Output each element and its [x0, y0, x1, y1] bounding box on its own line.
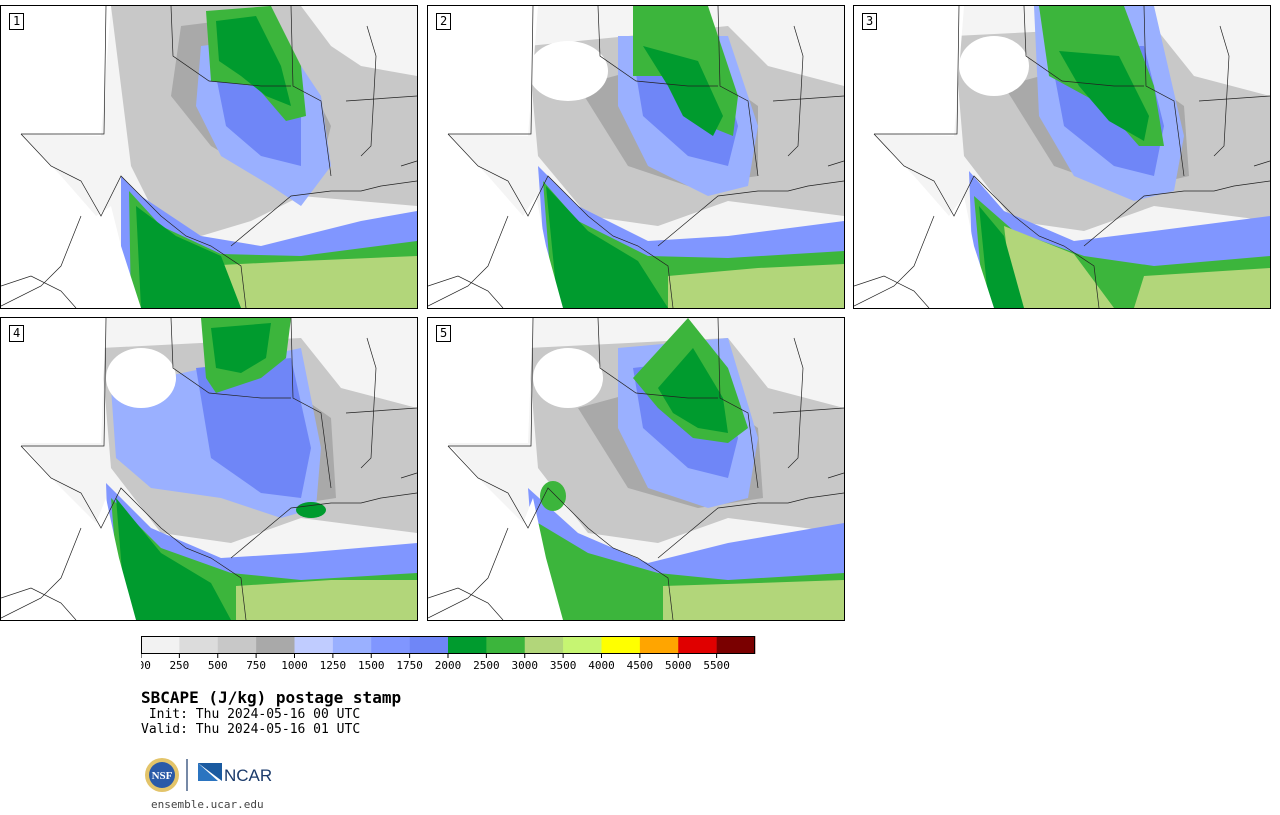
ncar-logo: NCAR — [198, 763, 272, 785]
colorbar-tick-label: 2500 — [473, 659, 500, 672]
colorbar-tick-label: 4000 — [588, 659, 615, 672]
sbcape-map — [428, 6, 844, 308]
valid-time: Valid: Thu 2024-05-16 01 UTC — [141, 722, 361, 737]
colorbar-swatch — [524, 636, 564, 654]
panel-number: 2 — [436, 13, 452, 30]
colorbar-swatch — [332, 636, 372, 654]
colorbar-tick-label: 1750 — [396, 659, 423, 672]
colorbar-tick-label: 100 — [141, 659, 151, 672]
colorbar-tick-label: 3000 — [512, 659, 539, 672]
colorbar-swatch — [563, 636, 602, 654]
init-time: Init: Thu 2024-05-16 00 UTC — [141, 707, 361, 722]
colorbar-swatch — [486, 636, 526, 654]
colorbar-swatch — [256, 636, 295, 654]
colorbar-swatch — [294, 636, 334, 654]
panel-number: 5 — [436, 325, 452, 342]
colorbar-tick-label: 1250 — [320, 659, 347, 672]
colorbar: 100 250 500 750 1000 1250 1500 1750 2000 2500 3000… — [141, 636, 756, 672]
colorbar-tick-label: 1500 — [358, 659, 385, 672]
colorbar-tick-label: 750 — [246, 659, 266, 672]
colorbar-swatch — [639, 636, 679, 654]
colorbar-tick-label: 500 — [208, 659, 228, 672]
map-panel-5: 5 — [427, 317, 845, 621]
panel-number: 3 — [862, 13, 878, 30]
colorbar-tick-label: 5500 — [703, 659, 730, 672]
sbcape-map — [854, 6, 1270, 308]
colorbar-tick-label: 250 — [169, 659, 189, 672]
panel-number: 4 — [9, 325, 25, 342]
colorbar-swatch — [601, 636, 641, 654]
colorbar-tick-label: 5000 — [665, 659, 692, 672]
colorbar-swatch — [217, 636, 257, 654]
colorbar-tick-label: 3500 — [550, 659, 577, 672]
site-url: ensemble.ucar.edu — [151, 798, 264, 811]
map-panel-3: 3 — [853, 5, 1271, 309]
sbcape-map — [1, 6, 417, 308]
colorbar-swatch — [179, 636, 219, 654]
map-title: SBCAPE (J/kg) postage stamp — [141, 688, 402, 707]
map-panel-4: 4 — [0, 317, 418, 621]
sbcape-map — [428, 318, 844, 620]
nsf-logo: NSF — [145, 758, 179, 792]
nsf-ncar-logos: NSF NCAR — [145, 758, 272, 792]
panel-number: 1 — [9, 13, 25, 30]
colorbar-swatch — [678, 636, 717, 654]
colorbar-swatch — [716, 636, 756, 654]
colorbar-tick-label: 1000 — [281, 659, 308, 672]
map-panel-2: 2 — [427, 5, 845, 309]
colorbar-swatch — [409, 636, 449, 654]
sbcape-map — [1, 318, 417, 620]
colorbar-tick-label: 4500 — [627, 659, 654, 672]
map-panel-1: 1 — [0, 5, 418, 309]
nsf-logo-text: NSF — [152, 770, 173, 782]
colorbar-swatch — [371, 636, 410, 654]
colorbar-swatch — [448, 636, 487, 654]
ncar-logo-text: NCAR — [224, 766, 272, 785]
colorbar-swatch — [141, 636, 180, 654]
colorbar-tick-label: 2000 — [435, 659, 462, 672]
